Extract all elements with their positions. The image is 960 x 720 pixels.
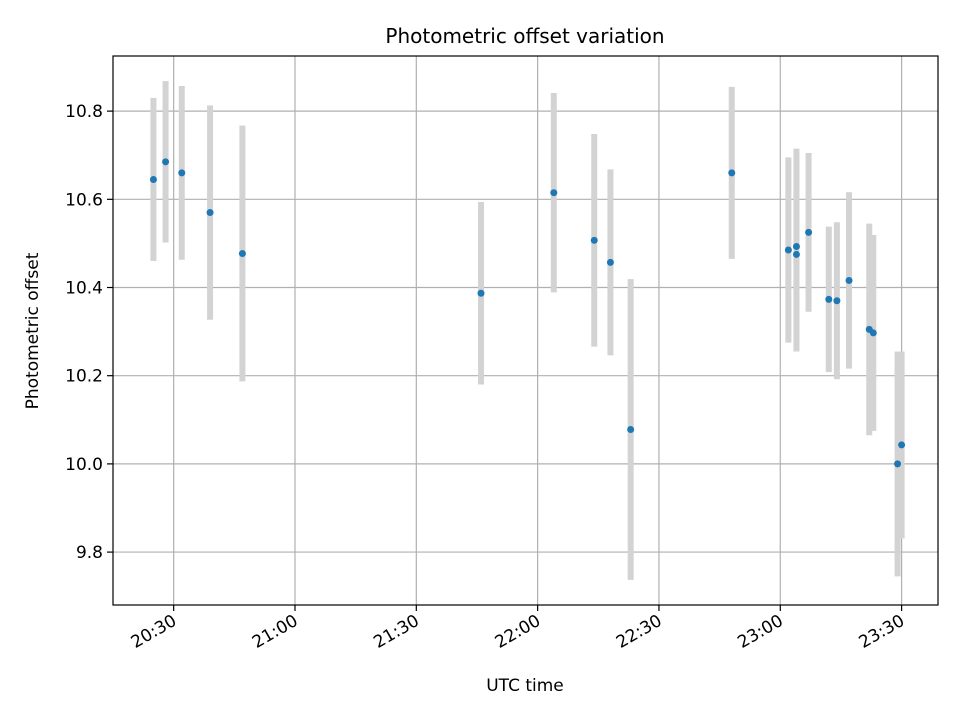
data-point <box>728 169 736 177</box>
y-tick-label: 9.8 <box>76 543 103 563</box>
data-point <box>149 175 157 183</box>
x-axis-title: UTC time <box>486 676 564 696</box>
data-point <box>606 258 614 266</box>
y-tick-label: 10.0 <box>65 455 103 475</box>
data-point <box>898 441 906 449</box>
data-point <box>784 246 792 254</box>
data-point <box>845 276 853 284</box>
data-point <box>162 158 170 166</box>
data-point <box>178 169 186 177</box>
data-point <box>590 236 598 244</box>
data-point <box>627 425 635 433</box>
y-axis-title: Photometric offset <box>23 252 43 409</box>
data-points <box>149 158 906 468</box>
data-point <box>238 250 246 258</box>
data-point <box>550 189 558 197</box>
y-tick-label: 10.2 <box>65 367 103 387</box>
plot-frame <box>112 55 939 606</box>
grid <box>113 56 938 605</box>
data-point <box>825 295 833 303</box>
y-tick-label: 10.4 <box>65 279 103 299</box>
y-tick-label: 10.6 <box>65 190 103 210</box>
chart-title: Photometric offset variation <box>385 24 664 48</box>
data-point <box>869 329 877 337</box>
data-point <box>894 460 902 468</box>
data-point <box>477 289 485 297</box>
y-tick-label: 10.8 <box>65 102 103 122</box>
data-point <box>792 242 800 250</box>
data-point <box>792 250 800 258</box>
data-point <box>206 209 214 217</box>
data-point <box>805 228 813 236</box>
data-point <box>833 297 841 305</box>
